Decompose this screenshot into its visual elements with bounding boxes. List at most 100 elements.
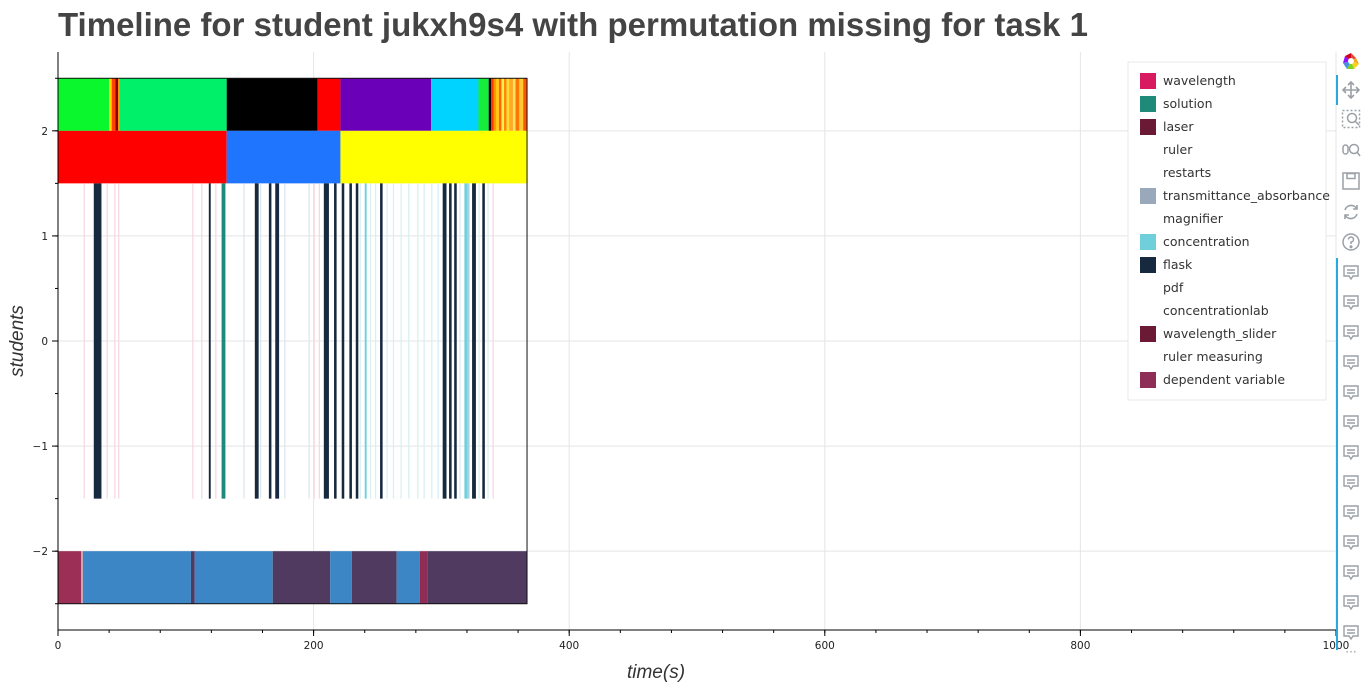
y-tick-label: 2: [41, 126, 48, 138]
timeline-segment: [504, 78, 507, 131]
hover-icon[interactable]: [1336, 410, 1366, 436]
hover-icon[interactable]: [1336, 590, 1366, 616]
timeline-segment: [226, 130, 341, 184]
hover-icon[interactable]: [1336, 350, 1366, 376]
timeline-segment: [488, 78, 492, 131]
legend-label: restarts: [1163, 165, 1211, 180]
event-bar-faint: [369, 183, 372, 499]
save-icon[interactable]: [1336, 168, 1366, 194]
event-bar-faint: [308, 183, 310, 499]
timeline-segment: [496, 78, 499, 131]
event-bar-faint: [313, 183, 315, 499]
hover-icon[interactable]: [1336, 290, 1366, 316]
legend-swatch: [1140, 349, 1156, 365]
event-bar-faint: [417, 183, 419, 499]
event-bar-faint: [459, 183, 461, 499]
legend-label: transmittance_absorbance: [1163, 188, 1330, 203]
hover-icon[interactable]: [1336, 320, 1366, 346]
timeline-segment: [115, 78, 119, 131]
event-bar-faint: [478, 183, 480, 499]
timeline-segment: [351, 551, 397, 604]
event-bar-faint: [243, 183, 245, 499]
event-bar-faint: [431, 183, 433, 499]
timeline-segment: [427, 551, 528, 604]
legend-label: dependent variable: [1163, 372, 1285, 387]
event-bar: [93, 183, 102, 499]
timeline-segment: [194, 551, 273, 604]
legend-swatch: [1140, 188, 1156, 204]
legend-label: flask: [1163, 257, 1193, 272]
event-bar: [454, 183, 457, 499]
legend-swatch: [1140, 303, 1156, 319]
event-bar: [275, 183, 280, 499]
x-tick-label: 600: [815, 640, 835, 652]
timeline-segment: [272, 551, 331, 604]
active-tool-indicator: [1336, 75, 1338, 105]
hover-icon[interactable]: [1336, 620, 1366, 646]
legend-swatch: [1140, 96, 1156, 112]
hover-icon[interactable]: [1336, 440, 1366, 466]
timeline-segment: [82, 551, 86, 604]
legend-swatch: [1140, 257, 1156, 273]
chart-title: Timeline for student jukxh9s4 with permu…: [58, 6, 1088, 43]
event-bar: [464, 183, 467, 499]
legend-box: [1127, 61, 1327, 401]
event-bars: [83, 183, 494, 499]
hover-icon[interactable]: [1336, 470, 1366, 496]
x-tick-label: 400: [559, 640, 579, 652]
timeline-segment: [317, 78, 341, 131]
timeline-segment: [493, 78, 497, 131]
timeline-segment: [515, 78, 520, 131]
event-bar-faint: [192, 183, 194, 499]
legend-swatch: [1140, 280, 1156, 296]
y-tick-label: −2: [33, 546, 48, 558]
more-icon[interactable]: ···: [1345, 645, 1357, 659]
event-bar: [208, 183, 211, 499]
legend-swatch: [1140, 142, 1156, 158]
legend-swatch: [1140, 119, 1156, 135]
hover-icon[interactable]: [1336, 500, 1366, 526]
event-bar-faint: [487, 183, 489, 499]
event-bar-faint: [359, 183, 361, 499]
timeline-segment: [419, 551, 428, 604]
legend-label: ruler: [1163, 142, 1193, 157]
active-tool-indicator: [1336, 258, 1338, 650]
legend-label: wavelength: [1163, 73, 1236, 88]
event-bar-faint: [284, 183, 286, 499]
timeline-segment: [498, 78, 502, 131]
legend-swatch: [1140, 211, 1156, 227]
event-bar: [380, 183, 383, 499]
x-tick-label: 0: [55, 640, 62, 652]
hover-icon[interactable]: [1336, 260, 1366, 286]
event-bar-faint: [114, 183, 116, 499]
box-zoom-icon[interactable]: [1336, 106, 1366, 132]
legend-label: solution: [1163, 96, 1213, 111]
hover-icon[interactable]: [1336, 530, 1366, 556]
legend-label: wavelength_slider: [1163, 326, 1277, 341]
event-bar: [364, 183, 367, 499]
timeline-rows: [58, 78, 528, 604]
timeline-segment: [85, 551, 191, 604]
legend-swatch: [1140, 234, 1156, 250]
legend-label: ruler measuring: [1163, 349, 1263, 364]
timeline-segment: [330, 551, 352, 604]
pan-icon[interactable]: [1336, 77, 1366, 103]
event-bar-faint: [201, 183, 203, 499]
y-tick-label: 1: [41, 231, 48, 243]
y-tick-label: 0: [41, 336, 48, 348]
event-bar-faint: [118, 183, 120, 499]
event-bar-faint: [106, 183, 108, 499]
timeline-segment: [111, 78, 116, 131]
hover-icon[interactable]: [1336, 560, 1366, 586]
help-icon[interactable]: [1336, 229, 1366, 255]
timeline-segment: [58, 551, 82, 604]
wheel-zoom-icon[interactable]: [1336, 138, 1366, 164]
event-bar-faint: [215, 183, 217, 499]
timeline-segment: [519, 78, 524, 131]
reset-icon[interactable]: [1336, 199, 1366, 225]
timeline-segment: [118, 78, 120, 131]
timeline-segment: [512, 78, 516, 131]
hover-icon[interactable]: [1336, 380, 1366, 406]
